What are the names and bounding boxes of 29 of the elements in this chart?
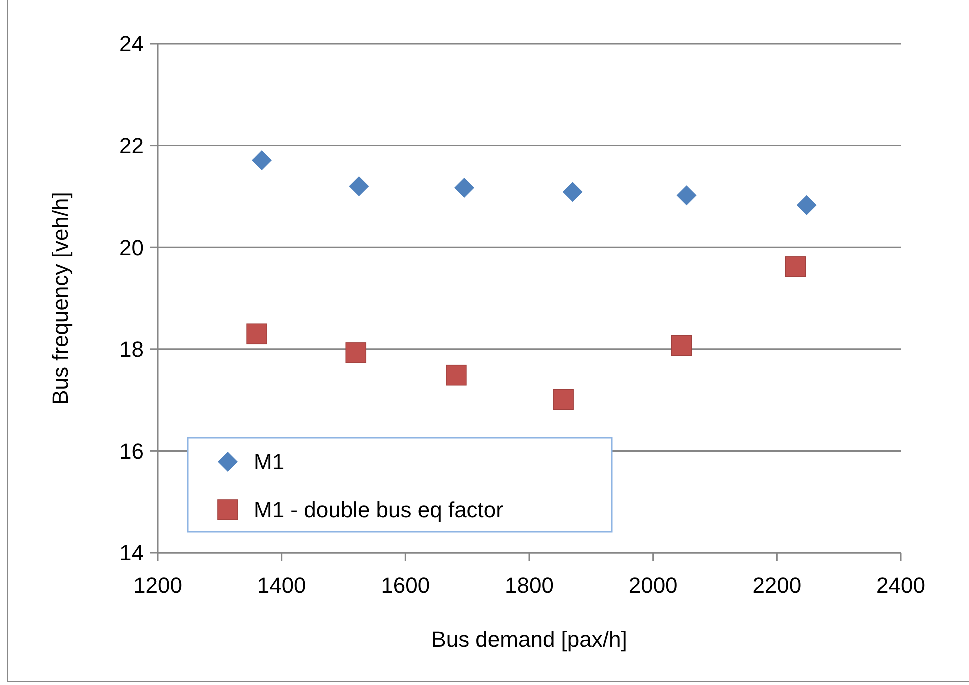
point	[246, 324, 268, 345]
point	[454, 178, 474, 198]
point	[346, 342, 367, 364]
point	[785, 256, 806, 278]
y-tick-label: 14	[120, 540, 144, 566]
point	[446, 364, 467, 386]
x-tick-label: 1800	[505, 573, 554, 598]
x-tick-label: 2200	[752, 573, 802, 598]
point	[671, 335, 692, 356]
x-tick-label: 2000	[628, 573, 678, 598]
y-tick-label: 16	[120, 438, 144, 464]
legend-label: M1 - double bus eq factor	[254, 498, 504, 523]
x-tick-label: 1400	[257, 573, 306, 598]
y-tick-label: 24	[120, 32, 144, 57]
point	[562, 182, 583, 202]
point	[252, 150, 272, 171]
x-tick-label: 1200	[134, 573, 182, 598]
y-tick-label: 22	[120, 134, 144, 158]
point	[553, 389, 574, 410]
point	[349, 176, 370, 197]
y-tick-label: 18	[120, 337, 144, 362]
y-tick-label: 20	[120, 235, 144, 260]
x-tick-label: 1600	[381, 573, 430, 598]
x-axis-title: Bus demand [pax/h]	[432, 627, 628, 652]
point	[796, 195, 817, 216]
y-axis-title: Bus frequency [veh/h]	[48, 192, 73, 405]
x-tick-label: 2400	[876, 573, 926, 598]
legend-label: M1	[254, 450, 285, 475]
point	[676, 186, 697, 206]
